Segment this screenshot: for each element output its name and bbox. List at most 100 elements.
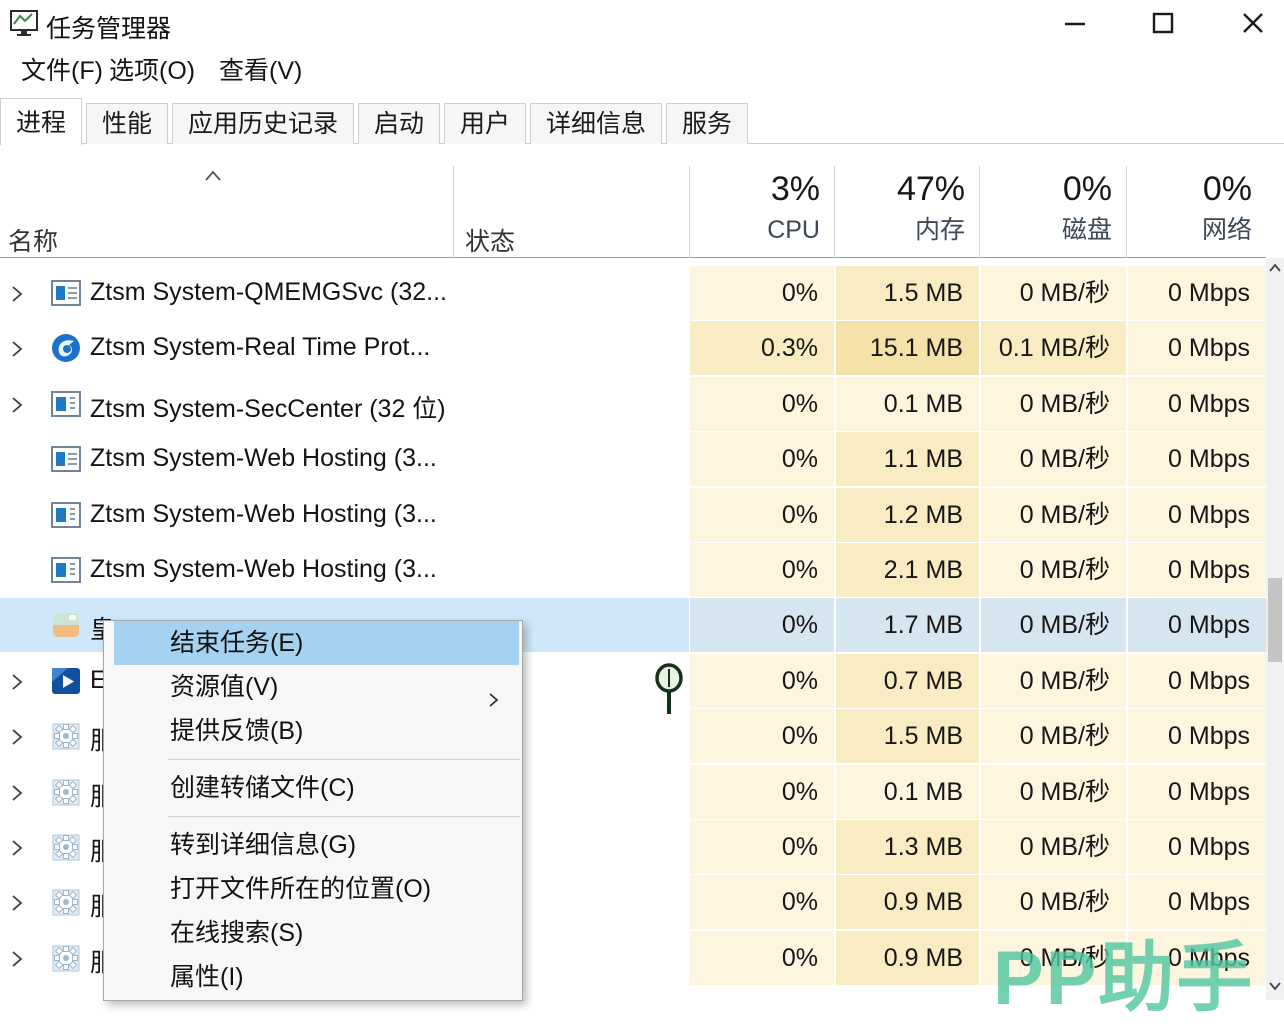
watermark: PP助手 xyxy=(993,936,1255,1021)
process-name: Ztsm System-Web Hosting (3... xyxy=(90,555,437,583)
cell-cpu: 0% xyxy=(690,875,834,930)
column-divider[interactable] xyxy=(1126,166,1127,258)
column-header-status[interactable]: 状态 xyxy=(465,228,516,256)
column-divider[interactable] xyxy=(834,166,835,258)
scrollbar-thumb[interactable] xyxy=(1268,578,1282,662)
cell-network: 0 Mbps xyxy=(1128,376,1266,431)
menu-item-resource-values[interactable]: 资源值(V) xyxy=(104,665,522,709)
chevron-right-icon[interactable] xyxy=(8,837,26,864)
cell-network: 0 Mbps xyxy=(1128,930,1266,985)
cell-disk: 0 MB/秒 xyxy=(981,543,1126,597)
chevron-right-icon[interactable] xyxy=(8,338,26,365)
cell-disk: 0.1 MB/秒 xyxy=(981,321,1126,376)
cell-memory: 0.9 MB xyxy=(836,930,979,985)
table-row[interactable]: E 0% 0.7 MB 0 MB/秒 0 Mbps xyxy=(0,653,1266,709)
cell-memory: 0.9 MB xyxy=(836,875,979,930)
column-header-network[interactable]: 0% 网络 xyxy=(1201,170,1252,244)
table-row[interactable]: Ztsm System-QMEMGSvc (32... 0% 1.5 MB 0 MB/… xyxy=(0,266,1266,321)
menu-item-open-file-location[interactable]: 打开文件所在的位置(O) xyxy=(170,875,432,903)
cell-memory: 0.7 MB xyxy=(836,653,979,708)
tab-services[interactable]: 服务 xyxy=(666,103,749,144)
cell-network: 0 Mbps xyxy=(1128,321,1266,376)
cell-memory: 0.1 MB xyxy=(836,764,979,819)
tab-startup[interactable]: 启动 xyxy=(358,103,441,144)
cell-memory: 2.1 MB xyxy=(836,543,979,597)
table-row[interactable]: 服0%0.1 MB0 MB/秒0 Mbps xyxy=(0,764,1266,820)
tab-app-history[interactable]: 应用历史记录 xyxy=(172,103,355,144)
menu-separator xyxy=(168,816,520,817)
chevron-right-icon[interactable] xyxy=(8,892,26,919)
chevron-right-icon[interactable] xyxy=(8,283,26,310)
window-lines-icon xyxy=(50,443,82,475)
cell-memory: 1.5 MB xyxy=(836,709,979,764)
menu-file[interactable]: 文件(F) xyxy=(21,57,103,85)
maximize-button[interactable] xyxy=(1133,0,1193,46)
menu-item-search-online[interactable]: 在线搜索(S) xyxy=(170,919,304,947)
cell-cpu: 0% xyxy=(690,376,834,431)
gear-icon xyxy=(50,720,82,752)
tab-processes[interactable]: 进程 xyxy=(0,98,83,145)
task-manager-app-icon xyxy=(10,10,38,36)
menu-item-provide-feedback[interactable]: 提供反馈(B) xyxy=(170,717,304,745)
column-divider[interactable] xyxy=(979,166,980,258)
column-header-memory[interactable]: 47% 内存 xyxy=(896,170,965,244)
menu-options[interactable]: 选项(O) xyxy=(109,57,196,85)
table-row[interactable]: 服0%0.9 MB0 MB/秒0 Mbps xyxy=(0,930,1266,986)
shield-blue-icon xyxy=(50,332,82,364)
cell-cpu: 0% xyxy=(690,432,834,487)
cell-disk: 0 MB/秒 xyxy=(981,820,1126,874)
cell-memory: 1.5 MB xyxy=(836,266,979,320)
gear-icon xyxy=(50,942,82,974)
column-divider[interactable] xyxy=(689,166,690,258)
process-name: Ztsm System-Real Time Prot... xyxy=(90,333,431,362)
menu-item-end-task[interactable]: 结束任务(E) xyxy=(114,621,519,665)
menu-item-properties[interactable]: 属性(I) xyxy=(170,963,244,991)
vertical-scrollbar[interactable] xyxy=(1266,258,1284,1000)
tab-details[interactable]: 详细信息 xyxy=(530,103,663,144)
cell-disk: 0 MB/秒 xyxy=(981,875,1126,930)
scroll-down-icon[interactable] xyxy=(1267,980,1283,992)
chevron-right-icon[interactable] xyxy=(8,671,26,698)
chevron-right-icon[interactable] xyxy=(8,782,26,809)
cell-cpu: 0% xyxy=(690,820,834,874)
table-row[interactable]: Ztsm System-SecCenter (32 位) 0% 0.1 MB 0 MB… xyxy=(0,376,1266,432)
tab-performance[interactable]: 性能 xyxy=(86,103,169,144)
table-row[interactable]: Ztsm System-Real Time Prot... 0.3% 15.1 MB… xyxy=(0,321,1266,376)
table-row[interactable]: Ztsm System-Web Hosting (3... 0% 1.2 MB 0 M… xyxy=(0,487,1266,543)
column-header-name[interactable]: 名称 xyxy=(8,228,59,256)
table-row[interactable]: Ztsm System-Web Hosting (3... 0% 2.1 MB 0 M… xyxy=(0,543,1266,598)
window-bar-icon xyxy=(50,388,82,420)
menu-item-create-dump-file[interactable]: 创建转储文件(C) xyxy=(170,774,355,802)
scroll-up-icon[interactable] xyxy=(1267,262,1283,274)
chevron-right-icon[interactable] xyxy=(8,948,26,975)
cell-network: 0 Mbps xyxy=(1128,487,1266,542)
cell-cpu: 0% xyxy=(690,266,834,320)
cell-network: 0 Mbps xyxy=(1128,764,1266,819)
table-header: 名称 状态 3% CPU 47% 内存 0% 磁盘 0% 网络 xyxy=(0,166,1266,258)
menu-view[interactable]: 查看(V) xyxy=(219,57,303,85)
table-row[interactable]: 服0%1.5 MB0 MB/秒0 Mbps xyxy=(0,709,1266,764)
process-name: Ztsm System-Web Hosting (3... xyxy=(90,444,437,473)
table-row[interactable]: 服0%1.3 MB0 MB/秒0 Mbps xyxy=(0,820,1266,875)
window-title: 任务管理器 xyxy=(46,15,172,43)
table-row[interactable]: Ztsm System-Web Hosting (3... 0% 1.1 MB 0 M… xyxy=(0,432,1266,487)
cell-network: 0 Mbps xyxy=(1128,875,1266,930)
tab-users[interactable]: 用户 xyxy=(444,103,527,144)
column-header-disk[interactable]: 0% 磁盘 xyxy=(1061,170,1112,244)
process-name-cell: Ztsm System-Web Hosting (3... xyxy=(0,488,689,542)
process-name-cell: E xyxy=(0,654,689,708)
minimize-button[interactable] xyxy=(1045,0,1105,46)
chevron-right-icon[interactable] xyxy=(8,394,26,421)
cell-cpu: 0% xyxy=(690,764,834,819)
window-lines-icon xyxy=(50,277,82,309)
table-row[interactable]: 服0%0.9 MB0 MB/秒0 Mbps xyxy=(0,875,1266,930)
menu-item-go-to-details[interactable]: 转到详细信息(G) xyxy=(170,831,357,859)
chevron-right-icon[interactable] xyxy=(8,726,26,753)
gear-icon xyxy=(50,831,82,863)
column-divider[interactable] xyxy=(453,166,454,258)
column-header-cpu[interactable]: 3% CPU xyxy=(767,170,820,244)
cell-network: 0 Mbps xyxy=(1128,432,1266,487)
cell-network: 0 Mbps xyxy=(1128,653,1266,708)
close-button[interactable] xyxy=(1223,0,1283,46)
gear-icon xyxy=(50,886,82,918)
